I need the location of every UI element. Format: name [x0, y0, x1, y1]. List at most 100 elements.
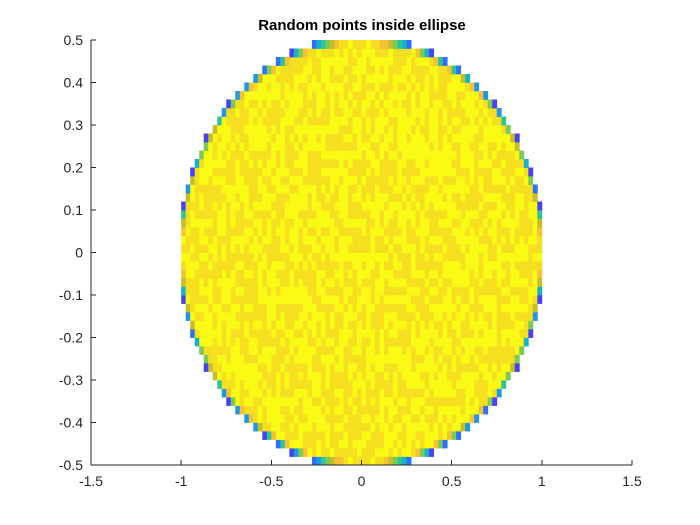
heatmap-cell [347, 91, 353, 100]
heatmap-cell [501, 193, 507, 202]
heatmap-cell [212, 218, 218, 228]
heatmap-cell [456, 397, 462, 406]
heatmap-cell [433, 193, 439, 202]
heatmap-cell [248, 116, 254, 126]
heatmap-cell [379, 167, 385, 177]
heatmap-cell [379, 193, 385, 202]
heatmap-cell [329, 65, 335, 75]
heatmap-cell [280, 244, 286, 253]
heatmap-cell [366, 218, 371, 228]
heatmap-cell [460, 108, 466, 117]
heatmap-cell [320, 227, 326, 236]
heatmap-cell [239, 252, 245, 262]
heatmap-cell [415, 159, 421, 168]
heatmap-cell [388, 227, 394, 236]
heatmap-cell [375, 91, 380, 100]
heatmap-cell [320, 65, 326, 75]
heatmap-cell [451, 65, 457, 75]
heatmap-cell [352, 184, 358, 194]
heatmap-cell [329, 278, 335, 287]
heatmap-cell [411, 99, 416, 109]
heatmap-cell [199, 252, 205, 262]
heatmap-cell [447, 244, 453, 253]
heatmap-cell [442, 176, 448, 185]
heatmap-cell [510, 133, 516, 143]
heatmap-cell [248, 142, 254, 151]
heatmap-cell [343, 82, 349, 92]
heatmap-cell [338, 40, 344, 49]
heatmap-cell [325, 405, 331, 415]
heatmap-cell [230, 337, 236, 347]
heatmap-cell [469, 142, 475, 151]
heatmap-cell [456, 320, 462, 330]
heatmap-cell [393, 108, 398, 117]
heatmap-cell [384, 456, 389, 466]
heatmap-cell [275, 397, 281, 406]
heatmap-cell [393, 142, 398, 151]
heatmap-cell [356, 176, 362, 185]
heatmap-cell [442, 422, 448, 432]
heatmap-cell [356, 108, 362, 117]
heatmap-cell [397, 439, 403, 449]
heatmap-cell [393, 346, 398, 355]
heatmap-cell [406, 431, 412, 440]
heatmap-cell [316, 303, 322, 313]
heatmap-cell [478, 244, 484, 253]
heatmap-cell [248, 218, 254, 228]
heatmap-cell [185, 252, 191, 262]
heatmap-cell [212, 201, 218, 211]
heatmap-cell [397, 397, 403, 406]
heatmap-cell [447, 142, 453, 151]
heatmap-cell [487, 295, 493, 304]
heatmap-cell [262, 252, 268, 262]
heatmap-cell [361, 184, 367, 194]
heatmap-cell [334, 184, 340, 194]
heatmap-cell [338, 346, 344, 355]
x-tick-label: 0 [358, 473, 366, 489]
heatmap-cell [433, 65, 439, 75]
heatmap-cell [352, 312, 358, 321]
heatmap-cell [347, 133, 353, 143]
heatmap-cell [302, 159, 308, 168]
heatmap-cell [203, 286, 209, 296]
heatmap-cell [334, 82, 340, 92]
heatmap-cell [208, 184, 214, 194]
heatmap-cell [221, 150, 227, 160]
heatmap-cell [284, 388, 290, 398]
heatmap-cell [280, 210, 286, 219]
heatmap-cell [217, 269, 223, 279]
heatmap-cell [406, 91, 412, 100]
heatmap-cell [501, 210, 507, 219]
heatmap-cell [411, 320, 416, 330]
heatmap-cell [388, 57, 394, 66]
heatmap-cell [257, 261, 263, 270]
heatmap-cell [501, 303, 507, 313]
heatmap-cell [266, 116, 272, 126]
heatmap-cell [424, 320, 430, 330]
heatmap-cell [262, 397, 268, 406]
heatmap-cell [483, 278, 489, 287]
heatmap-cell [438, 108, 444, 117]
heatmap-cell [347, 116, 353, 126]
heatmap-cell [343, 201, 349, 211]
heatmap-cell [370, 150, 376, 160]
heatmap-cell [329, 125, 335, 134]
heatmap-cell [199, 286, 205, 296]
heatmap-cell [424, 125, 430, 134]
heatmap-cell [257, 159, 263, 168]
heatmap-cell [343, 91, 349, 100]
heatmap-cell [397, 227, 403, 236]
heatmap-cell [393, 439, 398, 449]
heatmap-cell [411, 269, 416, 279]
heatmap-cell [483, 184, 489, 194]
heatmap-cell [532, 227, 538, 236]
heatmap-cell [487, 227, 493, 236]
heatmap-cell [420, 380, 426, 389]
heatmap-cell [487, 201, 493, 211]
heatmap-cell [501, 320, 507, 330]
heatmap-cell [415, 65, 421, 75]
heatmap-cell [284, 252, 290, 262]
heatmap-cell [298, 269, 304, 279]
heatmap-cell [361, 354, 367, 364]
heatmap-cell [347, 439, 353, 449]
